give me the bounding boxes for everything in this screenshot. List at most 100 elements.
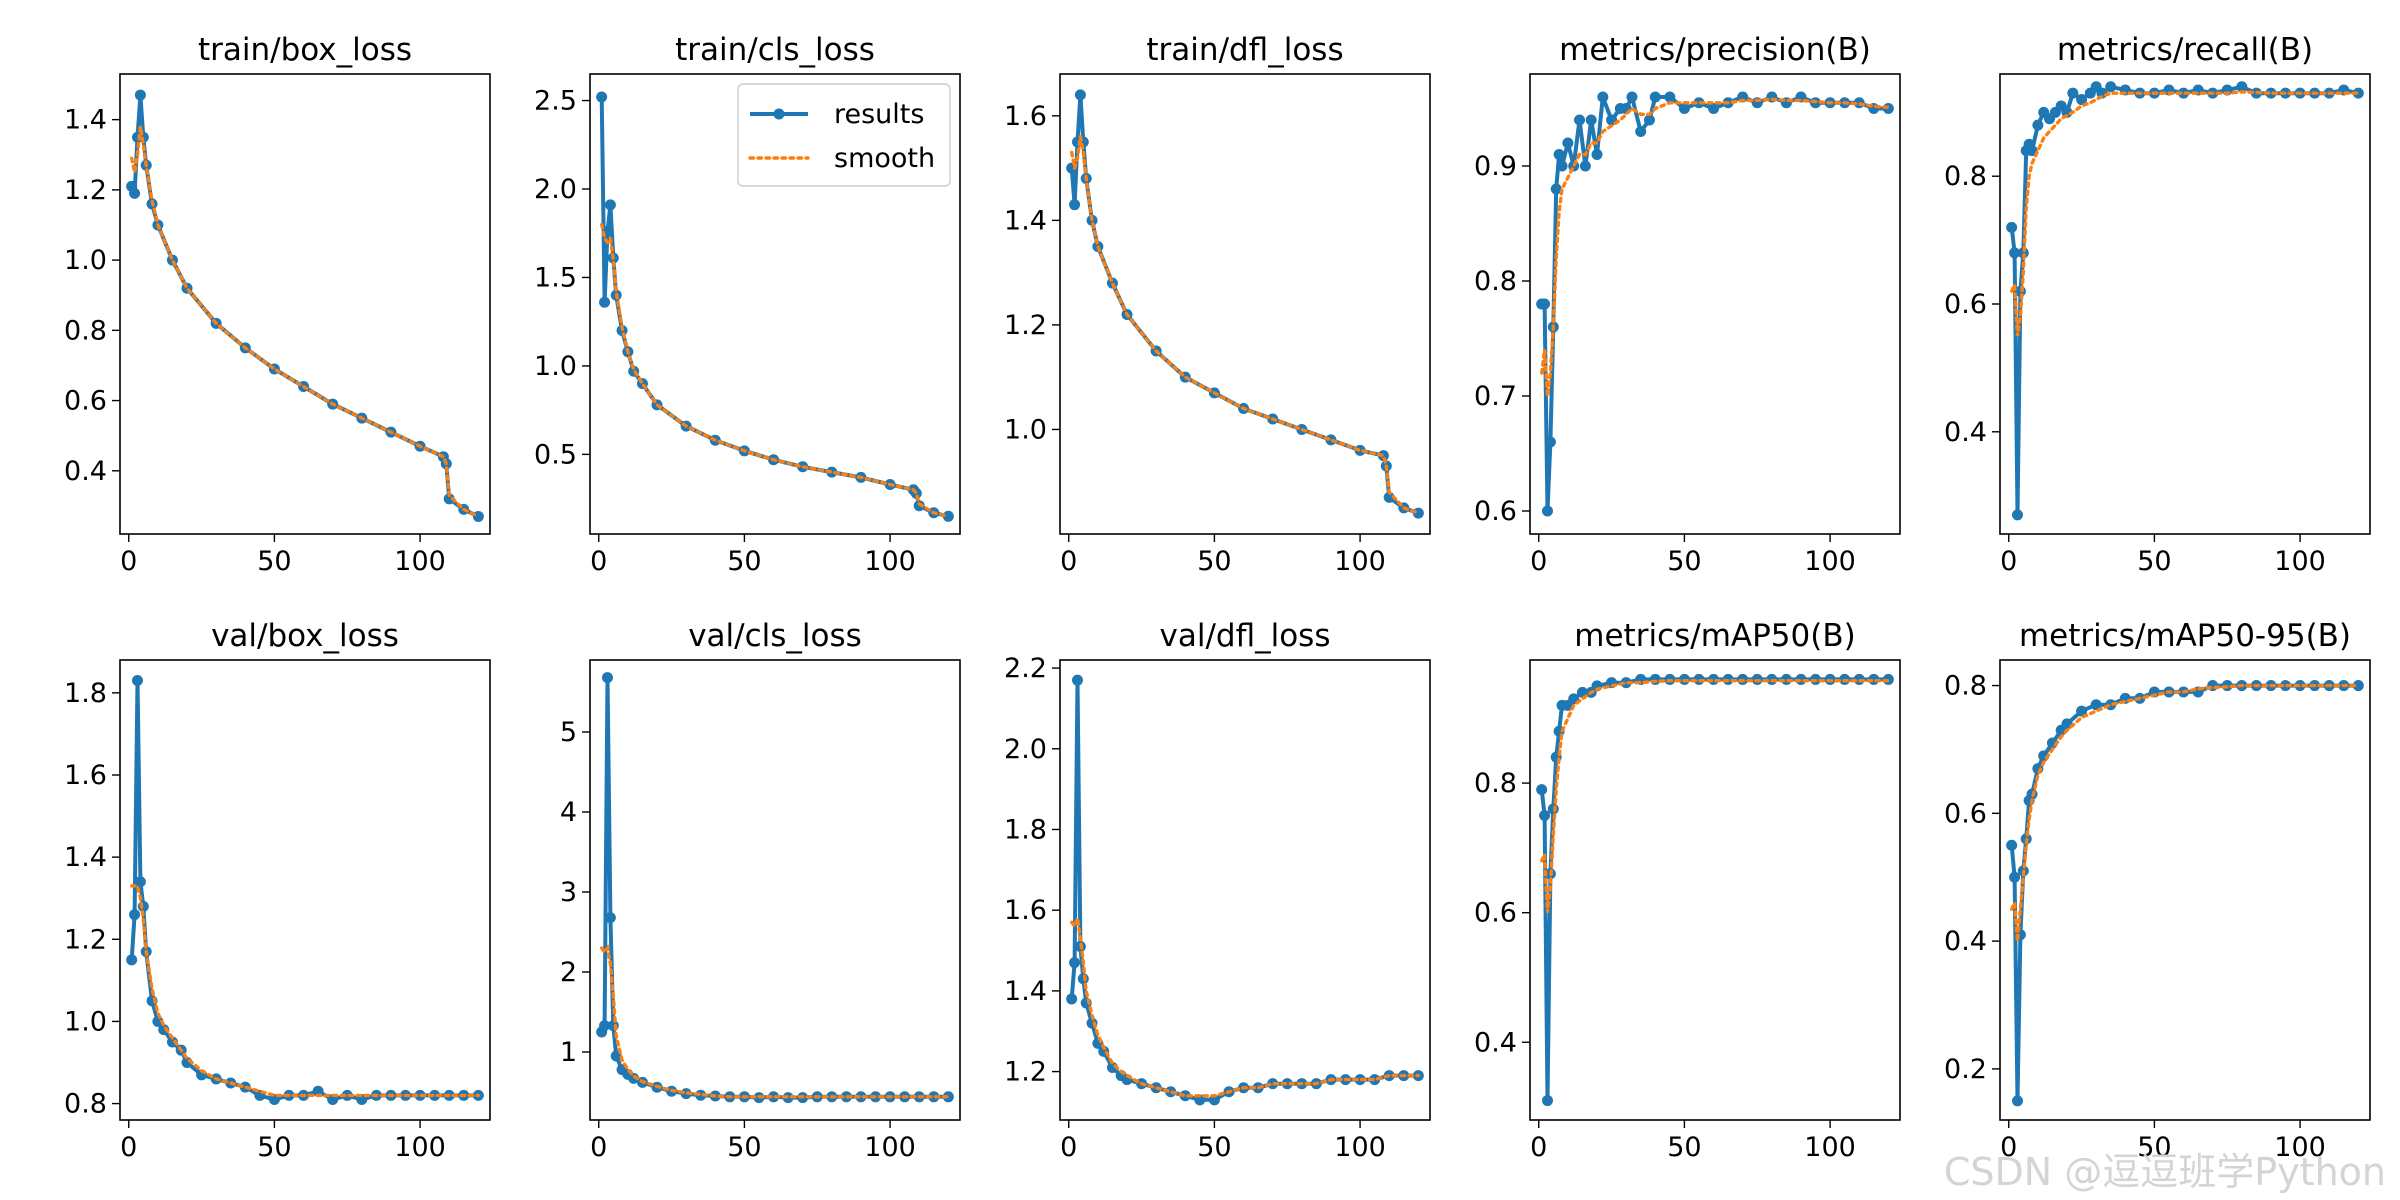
results-point — [768, 1091, 780, 1103]
subplot-1: train/cls_loss 0 50 100 0.5 1.0 1.5 2.0 2.5 resul… — [534, 32, 961, 577]
y-tick-label: 0.4 — [1474, 1027, 1517, 1058]
results-point — [604, 199, 616, 211]
legend-smooth-label: smooth — [834, 143, 935, 174]
axes-frame — [119, 659, 491, 1121]
y-tick-label: 0.6 — [1474, 898, 1517, 929]
y-tick-label: 0.6 — [1944, 798, 1987, 829]
y-tick-label: 0.7 — [1474, 381, 1517, 412]
y-tick-label: 0.6 — [64, 386, 107, 417]
x-tick-label: 0 — [1060, 1132, 1077, 1163]
y-tick-label: 1.6 — [1004, 101, 1047, 132]
y-tick-label: 1.4 — [1004, 205, 1047, 236]
subplot-title: metrics/precision(B) — [1559, 32, 1871, 68]
y-tick-label: 1.6 — [1004, 895, 1047, 926]
results-point — [1574, 114, 1586, 126]
x-tick-label: 0 — [2000, 546, 2017, 577]
results-point — [2067, 87, 2079, 99]
results-point — [1649, 91, 1661, 103]
x-tick-label: 0 — [1060, 546, 1077, 577]
results-point — [599, 1020, 611, 1032]
results-point — [1069, 957, 1081, 969]
results-point — [1635, 126, 1647, 137]
y-tick-label: 0.8 — [1944, 671, 1987, 702]
x-tick-label: 100 — [1804, 546, 1856, 577]
results-point — [129, 909, 141, 921]
results-point — [1585, 114, 1597, 126]
results-point — [2009, 247, 2021, 259]
x-tick-label: 50 — [727, 546, 761, 577]
results-point — [1597, 91, 1609, 103]
subplot-title: metrics/mAP50-95(B) — [2019, 618, 2351, 654]
subplot-7: val/dfl_loss 0 50 100 1.2 1.4 1.6 1.8 2.0 2.2 — [1004, 618, 1431, 1163]
results-line — [129, 93, 480, 519]
results-point — [1539, 809, 1551, 821]
results-point — [1541, 1095, 1553, 1107]
results-point — [855, 1091, 867, 1103]
results-point — [1066, 993, 1078, 1005]
axes-frame — [1529, 659, 1901, 1121]
y-tick-label: 0.9 — [1474, 151, 1517, 182]
y-tick-label: 0.4 — [64, 456, 107, 487]
y-tick-label: 1.4 — [64, 842, 107, 873]
y-tick-label: 1.2 — [1004, 310, 1047, 341]
results-line — [1069, 678, 1419, 1102]
x-tick-label: 100 — [2274, 546, 2326, 577]
axes-frame — [1999, 659, 2371, 1121]
y-tick-label: 1.0 — [1004, 414, 1047, 445]
x-tick-label: 50 — [257, 546, 291, 577]
x-tick-label: 0 — [590, 1132, 607, 1163]
results-point — [2105, 81, 2117, 93]
subplot-title: val/dfl_loss — [1160, 618, 1331, 654]
smooth-line — [600, 943, 950, 1099]
subplot-4: metrics/recall(B) 0 50 100 0.4 0.6 0.8 — [1944, 32, 2371, 577]
smooth-line — [1069, 917, 1421, 1098]
subplot-title: metrics/recall(B) — [2057, 32, 2313, 68]
x-tick-label: 50 — [257, 1132, 291, 1163]
results-point — [2352, 680, 2364, 692]
y-tick-label: 1.6 — [64, 760, 107, 791]
y-tick-label: 2.0 — [534, 174, 577, 205]
y-tick-label: 0.4 — [1944, 417, 1987, 448]
results-point — [2236, 81, 2248, 93]
results-point — [601, 672, 613, 684]
y-tick-label: 0.5 — [534, 439, 577, 470]
results-line — [2009, 84, 2359, 517]
smooth-line — [1539, 97, 1891, 397]
results-point — [942, 510, 954, 522]
legend-results-label: results — [834, 99, 924, 130]
subplot-5: val/box_loss 0 50 100 0.8 1.0 1.2 1.4 1.6 1.8 — [64, 618, 491, 1163]
results-point — [2009, 871, 2021, 883]
results-point — [129, 187, 141, 199]
y-tick-label: 2.5 — [534, 86, 577, 117]
x-tick-label: 50 — [2137, 1132, 2171, 1163]
results-point — [1553, 149, 1565, 160]
axes-frame — [1999, 73, 2371, 535]
subplot-0: train/box_loss 0 50 100 0.4 0.6 0.8 1.0 1.2 1.4 — [64, 32, 491, 577]
x-tick-label: 0 — [120, 1132, 137, 1163]
results-line — [1539, 677, 1889, 1103]
y-tick-label: 0.6 — [1474, 496, 1517, 527]
results-point — [1383, 491, 1395, 503]
results-point — [1179, 1090, 1191, 1102]
x-tick-label: 100 — [864, 1132, 916, 1163]
y-tick-label: 1.0 — [64, 245, 107, 276]
y-tick-label: 1.8 — [1004, 814, 1047, 845]
subplot-title: train/box_loss — [198, 32, 412, 68]
results-point — [628, 1072, 640, 1084]
results-line — [2009, 683, 2359, 1103]
results-point — [2006, 839, 2018, 851]
x-tick-label: 0 — [120, 546, 137, 577]
y-tick-label: 1.4 — [64, 105, 107, 136]
x-tick-label: 0 — [1530, 546, 1547, 577]
results-point — [1708, 103, 1720, 114]
results-point — [2032, 119, 2044, 131]
y-tick-label: 1.2 — [1004, 1057, 1047, 1088]
smooth-line — [129, 884, 480, 1098]
legend: results smooth — [737, 83, 951, 187]
x-tick-label: 50 — [2137, 546, 2171, 577]
results-point — [2011, 1095, 2023, 1107]
y-tick-label: 3 — [560, 877, 577, 908]
subplot-title: val/cls_loss — [688, 618, 862, 654]
results-point — [341, 1089, 353, 1101]
results-line — [599, 675, 949, 1100]
